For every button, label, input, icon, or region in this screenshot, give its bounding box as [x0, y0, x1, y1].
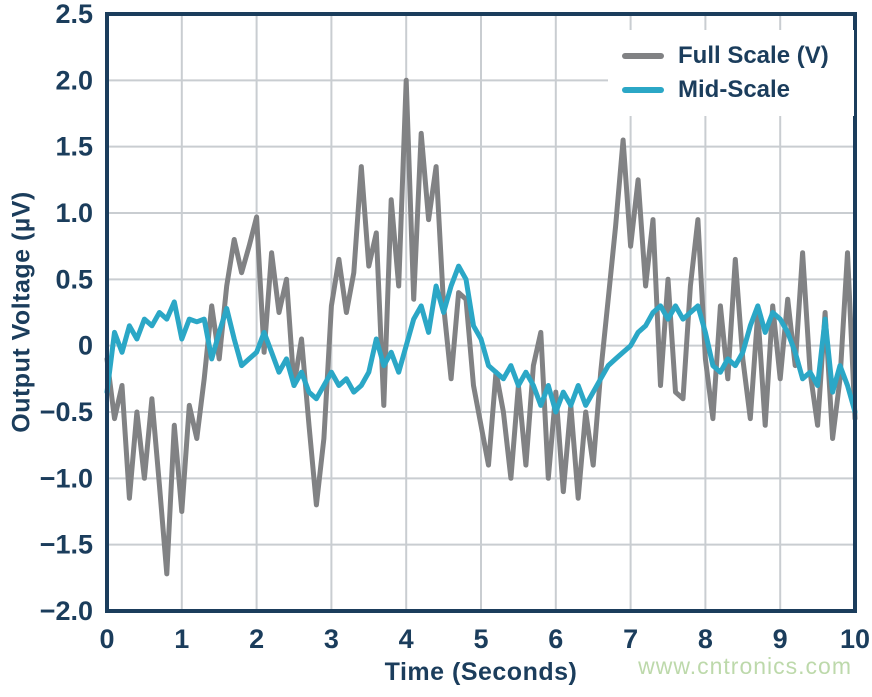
mid-scale-line-swatch — [622, 87, 664, 93]
y-tick-label: 1.0 — [55, 198, 93, 228]
x-tick-label: 3 — [324, 624, 339, 654]
x-tick-label: 5 — [473, 624, 488, 654]
x-tick-label: 2 — [249, 624, 264, 654]
y-tick-label: 0 — [78, 331, 93, 361]
x-tick-label: 4 — [399, 624, 414, 654]
x-tick-label: 8 — [698, 624, 713, 654]
legend-item-full-scale[interactable]: Full Scale (V) — [622, 42, 850, 70]
y-tick-label: 1.5 — [55, 132, 93, 162]
x-tick-label: 9 — [773, 624, 788, 654]
y-axis-title: Output Voltage (µV) — [7, 191, 36, 433]
y-tick-label: 2.0 — [55, 65, 93, 95]
y-tick-label: −2.0 — [40, 596, 93, 626]
x-tick-label: 0 — [99, 624, 114, 654]
legend-item-mid-scale[interactable]: Mid-Scale — [622, 76, 850, 104]
legend-label-mid-scale: Mid-Scale — [678, 76, 791, 103]
x-tick-label: 6 — [548, 624, 563, 654]
x-axis-title: Time (Seconds) — [384, 658, 578, 686]
y-tick-label: −1.0 — [40, 463, 93, 493]
x-tick-label: 10 — [840, 624, 870, 654]
x-tick-label: 7 — [623, 624, 638, 654]
legend-label-full-scale: Full Scale (V) — [678, 42, 829, 69]
full-scale-line-swatch — [622, 53, 664, 59]
series-line-mid-scale — [104, 263, 858, 415]
legend: Full Scale (V) Mid-Scale — [608, 30, 854, 116]
watermark-link[interactable]: www.cntronics.com — [638, 653, 852, 679]
y-tick-label: −0.5 — [40, 397, 93, 427]
x-tick-label: 1 — [174, 624, 189, 654]
series-line-full-scale — [104, 77, 858, 577]
y-tick-label: 0.5 — [55, 264, 93, 294]
y-tick-label: −1.5 — [40, 530, 93, 560]
plot-frame — [105, 12, 857, 613]
y-tick-label: 2.5 — [55, 0, 93, 29]
